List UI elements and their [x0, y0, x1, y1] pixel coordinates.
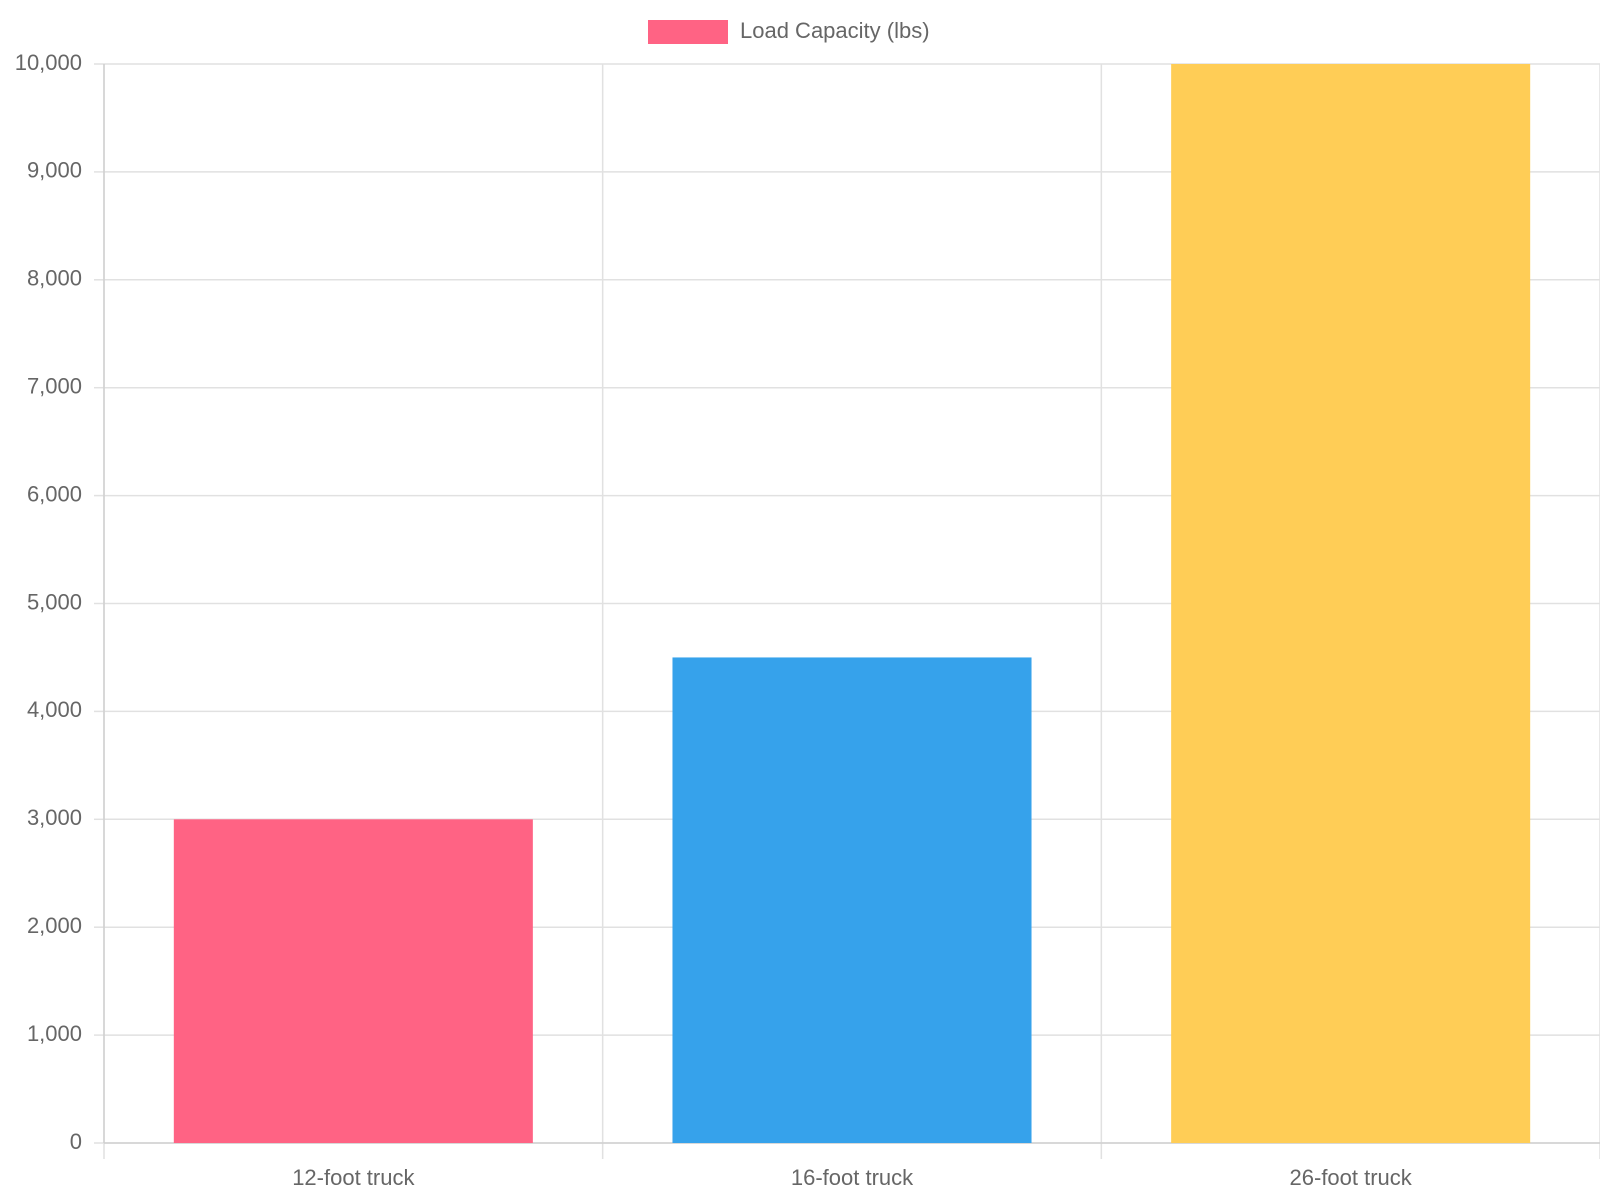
y-tick-label: 8,000 — [27, 266, 82, 291]
y-tick-label: 1,000 — [27, 1021, 82, 1046]
x-tick-label: 26-foot truck — [1290, 1165, 1413, 1190]
x-tick-label: 16-foot truck — [791, 1165, 914, 1190]
x-tick-label: 12-foot truck — [292, 1165, 415, 1190]
y-tick-label: 5,000 — [27, 589, 82, 614]
y-tick-label: 0 — [70, 1129, 82, 1154]
y-tick-label: 6,000 — [27, 481, 82, 506]
y-tick-label: 4,000 — [27, 697, 82, 722]
legend-swatch — [648, 20, 728, 44]
y-tick-label: 2,000 — [27, 913, 82, 938]
bar — [173, 819, 533, 1143]
y-tick-label: 9,000 — [27, 158, 82, 183]
y-tick-label: 10,000 — [15, 50, 82, 75]
y-tick-label: 3,000 — [27, 805, 82, 830]
bar — [1171, 64, 1531, 1143]
y-tick-label: 7,000 — [27, 374, 82, 399]
legend-label: Load Capacity (lbs) — [740, 18, 930, 43]
bar — [672, 657, 1032, 1143]
